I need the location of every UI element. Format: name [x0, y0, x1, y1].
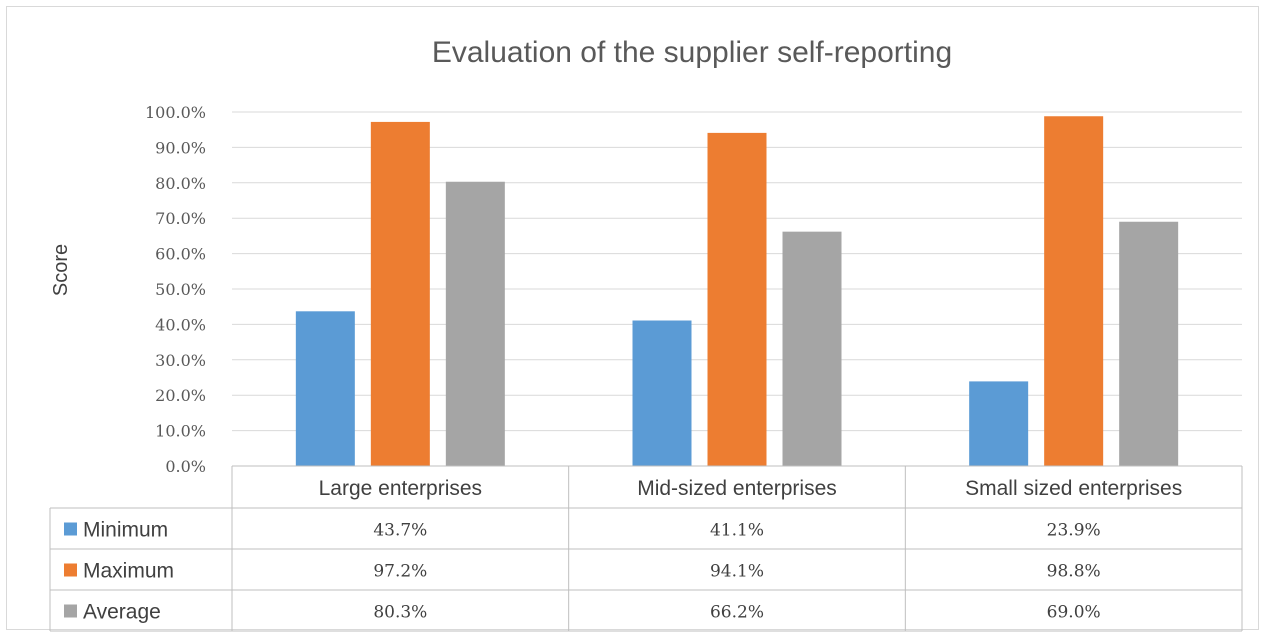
legend-label-minimum: Minimum: [83, 519, 168, 542]
y-tick-label: 100.0%: [145, 103, 206, 122]
y-tick-label: 20.0%: [155, 386, 206, 405]
y-axis-ticks: 0.0% 10.0% 20.0% 30.0% 40.0% 50.0% 60.0% 70.0% 8…: [145, 103, 206, 476]
legend-key-maximum: [64, 563, 77, 577]
legend-label-maximum: Maximum: [83, 560, 174, 583]
bar-average-2: [782, 231, 842, 466]
bar-maximum-3: [1044, 116, 1104, 467]
y-tick-label: 90.0%: [155, 138, 206, 157]
bar-average-1: [445, 181, 505, 466]
legend-key-average: [64, 604, 77, 618]
bars: [295, 116, 1179, 467]
bar-minimum-1: [295, 311, 355, 466]
x-category-label: Small sized enterprises: [965, 477, 1182, 500]
bar-average-3: [1119, 221, 1179, 466]
chart-title: Evaluation of the supplier self-reportin…: [432, 36, 952, 69]
data-table: Large enterprises Mid-sized enterprises Sm…: [49, 465, 1243, 632]
y-tick-label: 70.0%: [155, 209, 206, 228]
x-category-label: Large enterprises: [319, 477, 482, 500]
data-label: 80.3%: [373, 603, 427, 623]
bar-minimum-2: [632, 320, 692, 466]
y-tick-label: 30.0%: [155, 351, 206, 370]
legend-label-average: Average: [83, 601, 161, 624]
y-tick-label: 10.0%: [155, 422, 206, 441]
y-axis-label: Score: [50, 244, 72, 296]
bar-maximum-1: [370, 121, 430, 467]
data-label: 41.1%: [710, 521, 764, 541]
data-label: 97.2%: [373, 562, 427, 582]
y-tick-label: 60.0%: [155, 245, 206, 264]
data-label: 94.1%: [710, 562, 764, 582]
y-tick-label: 80.0%: [155, 174, 206, 193]
data-label: 98.8%: [1047, 562, 1101, 582]
data-label: 43.7%: [373, 521, 427, 541]
legend-key-minimum: [64, 522, 77, 536]
bar-minimum-3: [969, 381, 1029, 466]
y-tick-label: 40.0%: [155, 315, 206, 334]
bar-maximum-2: [707, 132, 767, 467]
x-category-label: Mid-sized enterprises: [637, 477, 837, 500]
data-label: 23.9%: [1047, 521, 1101, 541]
y-tick-label: 50.0%: [155, 280, 206, 299]
data-label: 69.0%: [1047, 603, 1101, 623]
data-label: 66.2%: [710, 603, 764, 623]
y-tick-label: 0.0%: [165, 457, 206, 476]
